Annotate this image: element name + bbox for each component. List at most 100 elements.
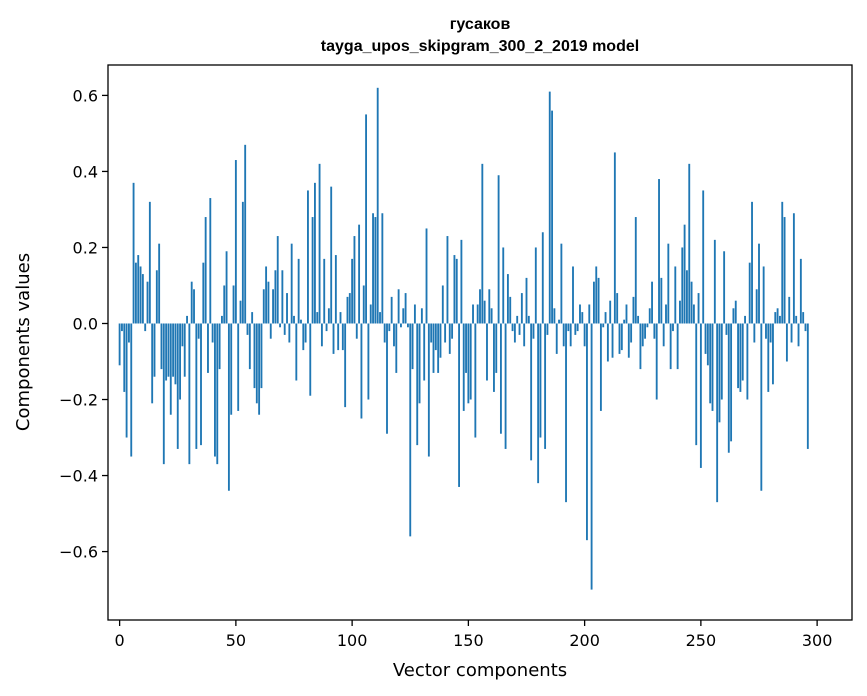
bar xyxy=(553,308,556,324)
bar xyxy=(407,323,409,328)
bar xyxy=(669,323,672,370)
bar xyxy=(393,323,395,347)
bar xyxy=(641,323,644,347)
bar xyxy=(311,217,314,324)
bar xyxy=(237,323,240,411)
bar xyxy=(379,312,381,324)
bar xyxy=(625,304,628,324)
bar xyxy=(121,323,123,332)
bar xyxy=(532,323,535,339)
bar xyxy=(302,323,305,351)
bar xyxy=(386,323,388,434)
bar xyxy=(639,323,642,370)
bar xyxy=(339,312,342,324)
bar xyxy=(483,300,486,324)
bar xyxy=(244,144,247,324)
bar xyxy=(260,323,263,389)
bar xyxy=(441,285,444,324)
bar xyxy=(465,323,467,373)
bar xyxy=(337,323,340,351)
bar xyxy=(167,323,170,377)
bar xyxy=(188,323,191,465)
bar xyxy=(644,323,647,339)
bar xyxy=(420,308,423,324)
bar xyxy=(234,160,237,324)
bar xyxy=(365,114,367,324)
bar xyxy=(746,323,749,400)
bar xyxy=(388,323,391,332)
bar xyxy=(430,323,433,343)
bar xyxy=(251,312,254,324)
bar xyxy=(595,266,598,324)
bar xyxy=(548,91,551,324)
bar xyxy=(460,239,463,324)
bar xyxy=(404,293,407,324)
bar xyxy=(616,293,619,324)
bar xyxy=(683,224,686,324)
bar xyxy=(651,281,653,324)
bar xyxy=(148,201,151,324)
bar xyxy=(509,296,512,324)
bar xyxy=(546,323,549,335)
bar xyxy=(172,323,175,377)
bar xyxy=(602,323,605,328)
bar xyxy=(246,323,249,335)
bar xyxy=(734,300,737,324)
bar xyxy=(560,243,563,324)
bar xyxy=(716,323,719,503)
chart-subtitle: tayga_upos_skipgram_300_2_2019 model xyxy=(321,38,639,55)
bar xyxy=(139,266,142,324)
x-tick-label: 200 xyxy=(569,631,600,650)
bar xyxy=(290,243,293,324)
bar xyxy=(511,323,514,332)
bar xyxy=(227,323,230,491)
bar xyxy=(153,323,156,377)
bar xyxy=(660,277,663,324)
bar xyxy=(727,323,730,453)
bar xyxy=(190,281,193,324)
bar xyxy=(504,323,507,449)
bar xyxy=(265,266,268,324)
bar xyxy=(372,213,374,324)
bar xyxy=(141,274,144,324)
bar xyxy=(411,323,414,370)
bar xyxy=(130,323,133,457)
bar xyxy=(455,258,458,324)
bar xyxy=(160,323,163,370)
bar xyxy=(341,323,344,351)
y-tick-label: 0.0 xyxy=(73,314,98,333)
bar xyxy=(316,312,319,324)
bar xyxy=(785,323,788,362)
bar xyxy=(458,323,460,487)
bar xyxy=(493,323,495,392)
bar xyxy=(146,281,149,324)
bar xyxy=(783,217,786,324)
bar xyxy=(176,323,179,449)
bar xyxy=(574,323,577,335)
bar xyxy=(581,312,584,324)
bar xyxy=(706,323,709,366)
bar xyxy=(699,323,702,468)
bar xyxy=(241,201,244,324)
bar xyxy=(128,323,130,343)
bar xyxy=(590,323,593,590)
bar xyxy=(225,251,228,324)
bar xyxy=(774,312,777,324)
bars-group xyxy=(118,87,809,590)
bar xyxy=(537,323,540,484)
y-tick-label: 0.6 xyxy=(73,86,98,105)
bar xyxy=(579,304,581,324)
bar xyxy=(207,323,209,373)
bar xyxy=(767,323,770,392)
bar xyxy=(174,323,177,385)
bar xyxy=(609,300,612,324)
bar xyxy=(418,323,421,404)
bar xyxy=(597,277,600,324)
bar xyxy=(204,217,207,324)
bar xyxy=(792,213,795,324)
bar xyxy=(720,323,723,400)
bar xyxy=(218,323,221,370)
bar xyxy=(604,312,607,324)
x-tick-label: 100 xyxy=(337,631,368,650)
bar xyxy=(397,289,400,324)
